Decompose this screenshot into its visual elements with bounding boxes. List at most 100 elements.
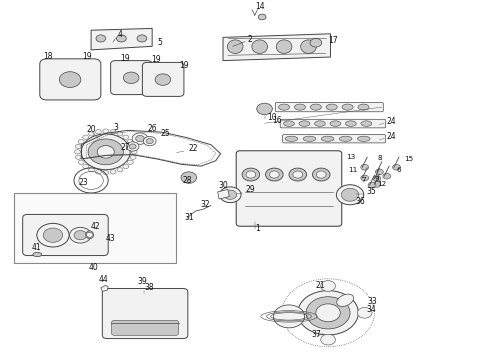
Circle shape [146, 139, 153, 144]
Circle shape [83, 135, 89, 139]
Circle shape [136, 135, 144, 142]
Text: 17: 17 [328, 36, 338, 45]
Text: 24: 24 [387, 117, 396, 126]
Circle shape [373, 181, 381, 187]
Circle shape [375, 169, 383, 175]
FancyBboxPatch shape [143, 62, 184, 96]
Circle shape [298, 291, 358, 335]
Circle shape [78, 160, 84, 165]
Text: 14: 14 [255, 3, 265, 12]
Text: 20: 20 [86, 125, 96, 134]
Text: 41: 41 [31, 243, 41, 252]
Circle shape [373, 176, 381, 181]
Circle shape [86, 232, 93, 237]
Circle shape [103, 129, 109, 133]
Polygon shape [101, 285, 108, 291]
Bar [14, 193, 175, 263]
Circle shape [220, 187, 241, 203]
Circle shape [74, 150, 80, 154]
Circle shape [266, 168, 283, 181]
Ellipse shape [321, 136, 334, 141]
Ellipse shape [310, 104, 321, 110]
Circle shape [127, 139, 133, 144]
Circle shape [284, 307, 299, 318]
Circle shape [246, 171, 256, 178]
Circle shape [316, 304, 340, 322]
Ellipse shape [299, 121, 310, 126]
Circle shape [130, 155, 136, 159]
FancyBboxPatch shape [102, 288, 188, 338]
Text: 33: 33 [367, 297, 377, 306]
Circle shape [321, 334, 335, 345]
Circle shape [181, 172, 196, 183]
Circle shape [129, 144, 136, 149]
Text: 36: 36 [355, 197, 365, 206]
Ellipse shape [284, 121, 294, 126]
Circle shape [74, 230, 87, 240]
Text: 8: 8 [377, 154, 382, 161]
Text: 6: 6 [396, 167, 401, 173]
Text: 30: 30 [218, 181, 228, 190]
Text: 37: 37 [312, 330, 321, 339]
Circle shape [117, 168, 123, 172]
Text: 28: 28 [182, 176, 192, 185]
Circle shape [75, 144, 81, 149]
Ellipse shape [86, 231, 94, 239]
Circle shape [313, 168, 330, 181]
FancyBboxPatch shape [275, 103, 383, 112]
Circle shape [321, 280, 335, 291]
Circle shape [144, 136, 156, 146]
Circle shape [155, 74, 171, 85]
Text: 3: 3 [113, 123, 118, 132]
Text: 11: 11 [348, 167, 357, 173]
Text: 16: 16 [272, 116, 281, 125]
Circle shape [110, 130, 116, 134]
FancyBboxPatch shape [280, 119, 386, 128]
Circle shape [368, 182, 376, 188]
Circle shape [78, 139, 84, 144]
Circle shape [70, 227, 91, 243]
Text: 2: 2 [247, 35, 252, 44]
Circle shape [59, 72, 81, 87]
Circle shape [224, 190, 237, 199]
Circle shape [383, 173, 391, 179]
Text: 4: 4 [118, 30, 123, 39]
FancyBboxPatch shape [40, 59, 101, 100]
Text: 1: 1 [255, 224, 260, 233]
Text: 19: 19 [179, 61, 189, 70]
Text: 19: 19 [120, 54, 129, 63]
Text: 9: 9 [375, 176, 379, 182]
Circle shape [392, 165, 400, 170]
Circle shape [103, 170, 109, 175]
Circle shape [273, 305, 305, 328]
Circle shape [361, 165, 368, 170]
Ellipse shape [301, 40, 317, 54]
Ellipse shape [342, 104, 353, 110]
FancyBboxPatch shape [283, 135, 386, 143]
Text: 32: 32 [200, 200, 210, 209]
Ellipse shape [326, 104, 337, 110]
Text: 38: 38 [145, 283, 154, 292]
Ellipse shape [278, 104, 290, 110]
FancyBboxPatch shape [23, 215, 108, 256]
Text: 26: 26 [147, 124, 157, 133]
Text: 34: 34 [366, 305, 376, 314]
Circle shape [336, 185, 364, 205]
Circle shape [123, 135, 129, 139]
Ellipse shape [252, 40, 268, 54]
Text: 21: 21 [316, 282, 325, 291]
Ellipse shape [357, 136, 370, 141]
Circle shape [242, 168, 260, 181]
Ellipse shape [330, 121, 341, 126]
Text: 22: 22 [189, 144, 198, 153]
Text: 29: 29 [245, 185, 255, 194]
Circle shape [96, 35, 106, 42]
Ellipse shape [315, 121, 325, 126]
Text: 15: 15 [404, 156, 413, 162]
Circle shape [96, 170, 101, 174]
Ellipse shape [276, 40, 292, 54]
Circle shape [357, 307, 372, 318]
Circle shape [89, 132, 95, 136]
Circle shape [361, 175, 368, 181]
Text: 42: 42 [91, 222, 101, 231]
